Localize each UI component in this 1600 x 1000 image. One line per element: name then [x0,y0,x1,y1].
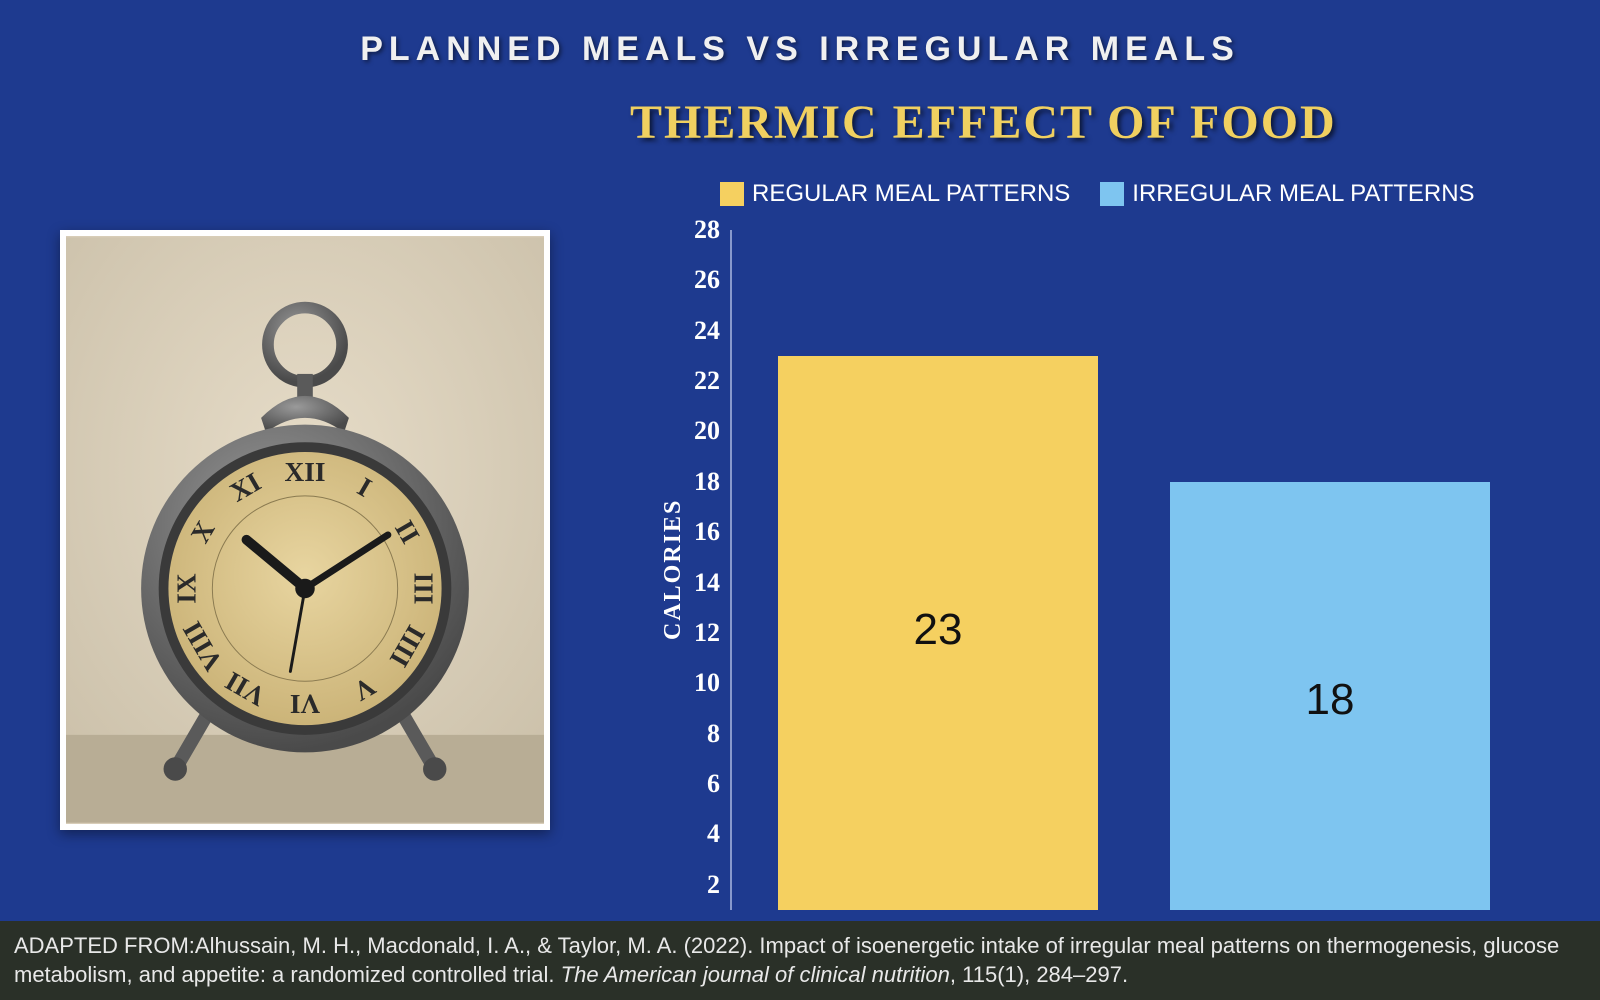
y-tick: 20 [675,416,720,446]
y-tick: 16 [675,517,720,547]
clock-image: XII I II III IIII V VI VII VIII IX X XI [60,230,550,830]
svg-text:VI: VI [290,689,320,719]
citation-journal: The American journal of clinical nutriti… [561,962,950,987]
citation-prefix: ADAPTED FROM: [14,933,195,958]
chart-area: CALORIES 2468101214161820222426282318 [730,230,1530,910]
y-tick: 6 [675,769,720,799]
citation-text2: , 115(1), 284–297. [950,962,1128,987]
legend-label-irregular: IRREGULAR MEAL PATTERNS [1132,180,1474,208]
bar-value-label: 23 [778,605,1098,655]
chart-title: THERMIC EFFECT OF FOOD [630,95,1337,150]
y-axis [730,230,732,910]
y-tick: 2 [675,870,720,900]
y-tick: 28 [675,215,720,245]
y-tick: 22 [675,366,720,396]
svg-text:XII: XII [285,457,326,487]
y-tick: 12 [675,618,720,648]
y-tick: 14 [675,568,720,598]
bar-irregular: 18 [1170,482,1490,910]
bar-value-label: 18 [1170,675,1490,725]
legend-swatch-irregular [1100,182,1124,206]
svg-text:III: III [408,573,438,605]
y-tick: 18 [675,467,720,497]
legend-swatch-regular [720,182,744,206]
citation-bar: ADAPTED FROM:Alhussain, M. H., Macdonald… [0,921,1600,1000]
y-tick: 8 [675,719,720,749]
y-tick: 24 [675,316,720,346]
main-title: PLANNED MEALS VS IRREGULAR MEALS [0,0,1600,69]
legend-item-regular: REGULAR MEAL PATTERNS [720,180,1070,208]
bar-regular: 23 [778,356,1098,910]
y-tick: 26 [675,265,720,295]
svg-text:IX: IX [172,573,202,604]
alarm-clock-icon: XII I II III IIII V VI VII VIII IX X XI [66,236,544,824]
legend-label-regular: REGULAR MEAL PATTERNS [752,180,1070,208]
legend-item-irregular: IRREGULAR MEAL PATTERNS [1100,180,1474,208]
chart-legend: REGULAR MEAL PATTERNS IRREGULAR MEAL PAT… [720,180,1475,208]
y-tick: 4 [675,819,720,849]
y-tick: 10 [675,668,720,698]
